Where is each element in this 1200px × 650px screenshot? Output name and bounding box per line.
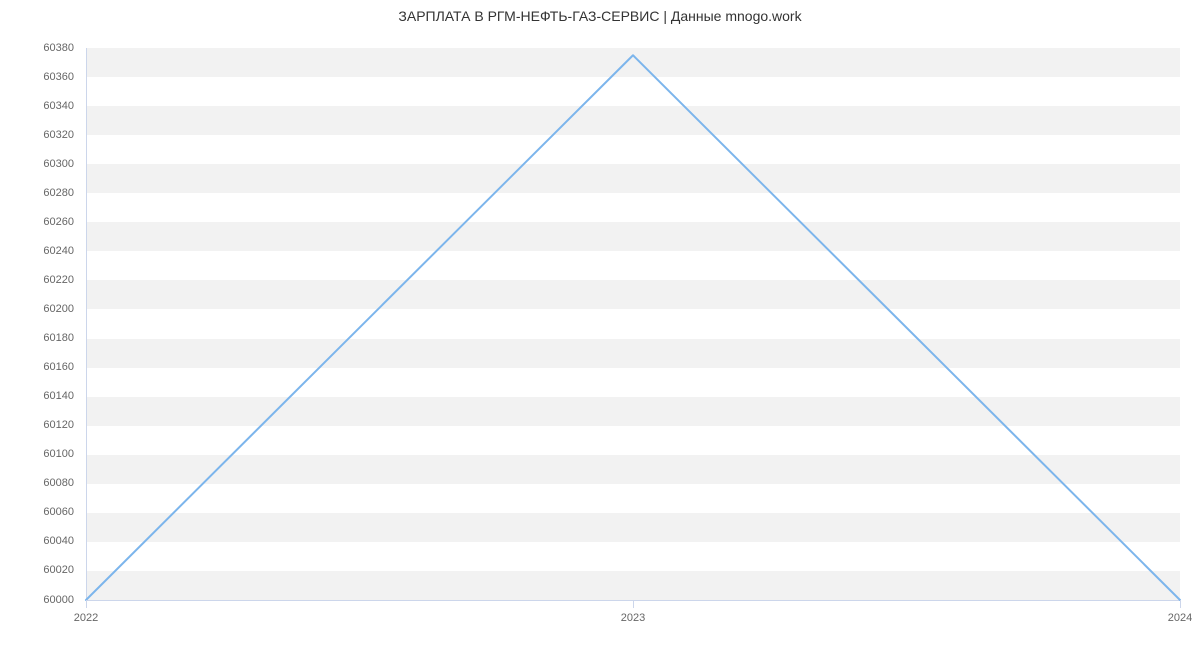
y-tick-label: 60040: [0, 535, 74, 547]
salary-line-chart: ЗАРПЛАТА В РГМ-НЕФТЬ-ГАЗ-СЕРВИС | Данные…: [0, 0, 1200, 650]
y-tick-label: 60140: [0, 390, 74, 402]
y-tick-label: 60360: [0, 71, 74, 83]
y-tick-label: 60280: [0, 187, 74, 199]
y-tick-label: 60260: [0, 216, 74, 228]
y-tick-label: 60120: [0, 419, 74, 431]
y-tick-label: 60200: [0, 303, 74, 315]
y-tick-label: 60000: [0, 594, 74, 606]
x-tick-label: 2024: [1168, 612, 1192, 624]
series-polyline: [86, 55, 1180, 600]
x-tick-mark: [1180, 600, 1181, 608]
y-tick-label: 60240: [0, 245, 74, 257]
y-tick-label: 60100: [0, 448, 74, 460]
y-tick-label: 60320: [0, 129, 74, 141]
line-series: [86, 48, 1180, 600]
y-tick-label: 60380: [0, 42, 74, 54]
y-tick-label: 60020: [0, 564, 74, 576]
y-tick-label: 60060: [0, 506, 74, 518]
x-tick-label: 2022: [74, 612, 98, 624]
y-tick-label: 60220: [0, 274, 74, 286]
chart-title: ЗАРПЛАТА В РГМ-НЕФТЬ-ГАЗ-СЕРВИС | Данные…: [0, 8, 1200, 24]
x-tick-mark: [86, 600, 87, 608]
x-tick-label: 2023: [621, 612, 645, 624]
x-tick-mark: [633, 600, 634, 608]
y-tick-label: 60160: [0, 361, 74, 373]
plot-area: [86, 48, 1180, 600]
y-tick-label: 60080: [0, 477, 74, 489]
y-tick-label: 60300: [0, 158, 74, 170]
y-tick-label: 60180: [0, 332, 74, 344]
y-tick-label: 60340: [0, 100, 74, 112]
